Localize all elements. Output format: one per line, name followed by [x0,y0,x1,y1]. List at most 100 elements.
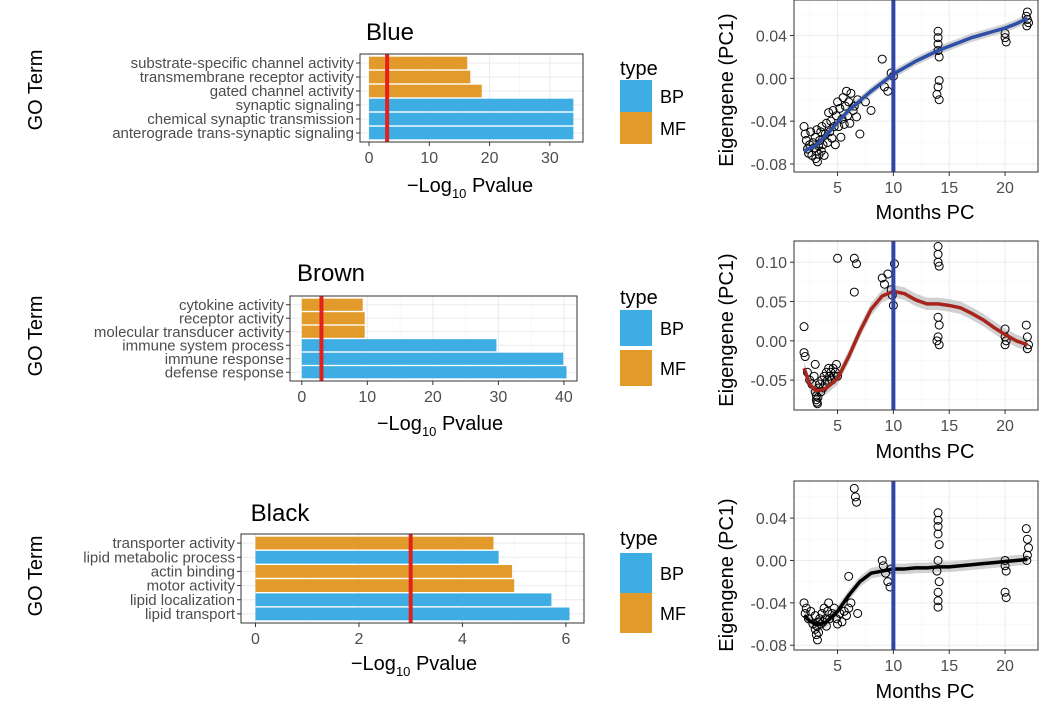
category-label: receptor activity [179,310,285,327]
data-point [852,259,862,269]
x-axis-label-suffix: Pvalue [436,413,503,435]
bar [255,550,499,564]
data-point [829,122,839,132]
data-point [933,257,943,267]
data-point [933,39,943,49]
data-point [830,140,840,150]
chart-title: Black [251,500,311,527]
legend-label-mf: MF [660,604,686,624]
x-axis-label-prefix: −Log [377,413,422,435]
y-tick-label: 0.00 [756,334,787,351]
data-point [933,522,943,532]
bar [369,126,574,140]
x-tick-label: 30 [489,389,507,406]
legend-title: type [620,58,658,80]
data-point [849,287,859,297]
category-label: substrate-specific channel activity [131,55,355,72]
black-go-bar-chart: Black GO Term transporter activitylipid … [25,500,585,679]
x-tick-label: 5 [833,418,842,435]
category-label: immune response [165,351,284,368]
data-point [933,33,943,43]
x-axis-label-prefix: −Log [351,653,396,675]
x-tick-label: 0 [365,150,374,167]
x-axis-label-subscript: 10 [452,186,466,201]
data-point [934,95,944,105]
y-tick-label: -0.08 [751,157,788,174]
data-point [866,105,876,115]
x-axis-label: Months PC [876,202,975,224]
data-point [1001,593,1011,603]
data-point [850,492,860,502]
loess-fit-line [802,289,1028,393]
y-tick-label: -0.04 [751,596,788,613]
bar [301,339,497,352]
x-axis-label-subscript: 10 [396,664,410,679]
category-label: lipid localization [130,592,235,609]
data-point [1000,33,1010,43]
data-point [1021,524,1031,534]
data-point [933,529,943,539]
data-point [844,571,854,581]
y-tick-label: 0.04 [756,511,787,528]
data-point [934,340,944,350]
y-axis-label: Eigengene (PC1) [716,498,738,651]
plot-border [793,240,1039,411]
y-tick-label: 0.04 [756,29,787,46]
bar [369,70,471,84]
category-label: synaptic signaling [236,97,354,114]
legend-title: type [620,528,658,550]
x-tick-label: 10 [420,150,438,167]
legend-swatch-bp [620,553,652,593]
data-point [831,359,841,369]
data-point [841,86,851,96]
x-tick-label: 20 [996,418,1014,435]
legend-swatch-mf [620,593,652,633]
x-tick-label: 40 [555,389,573,406]
data-point [877,54,887,64]
x-tick-label: 5 [833,180,842,197]
data-point [810,359,820,369]
legend-title: type [620,287,658,309]
legend-label-bp: BP [660,564,684,584]
bar [301,352,564,365]
x-tick-label: 2 [355,631,364,648]
data-point [932,89,942,99]
x-tick-label: 10 [884,418,902,435]
data-point [852,112,862,122]
data-point [844,97,854,107]
y-axis-label: Eigengene (PC1) [716,253,738,406]
legend-black: type BP MF [620,528,686,633]
data-point [933,26,943,36]
data-point [1022,7,1032,17]
bar [369,56,468,70]
category-label: chemical synaptic transmission [147,111,354,128]
category-label: anterograde trans-synaptic signaling [112,125,354,142]
data-point [844,603,854,613]
category-label: defense response [165,364,284,381]
x-axis-label: Months PC [876,681,975,703]
x-tick-label: 15 [940,658,958,675]
plot-border [240,533,585,624]
bar [255,536,494,550]
data-point [839,606,849,616]
data-point [933,515,943,525]
x-tick-label: 5 [833,658,842,675]
data-point [811,630,821,640]
plot-border [359,53,584,143]
bar [301,325,365,338]
blue-go-bar-chart: Blue GO Term substrate-specific channel … [25,19,584,201]
category-label: motor activity [147,578,236,595]
data-point [1022,550,1032,560]
data-point [812,399,822,409]
data-point [810,611,820,621]
data-point [933,602,943,612]
data-point [835,103,845,113]
legend-brown: type BP MF [620,287,686,386]
legend-label-bp: BP [660,319,684,339]
x-tick-label: 20 [996,180,1014,197]
legend-swatch-mf [620,350,652,386]
data-point [819,150,829,160]
bar [301,366,567,379]
data-point [816,127,826,137]
data-point [933,596,943,606]
